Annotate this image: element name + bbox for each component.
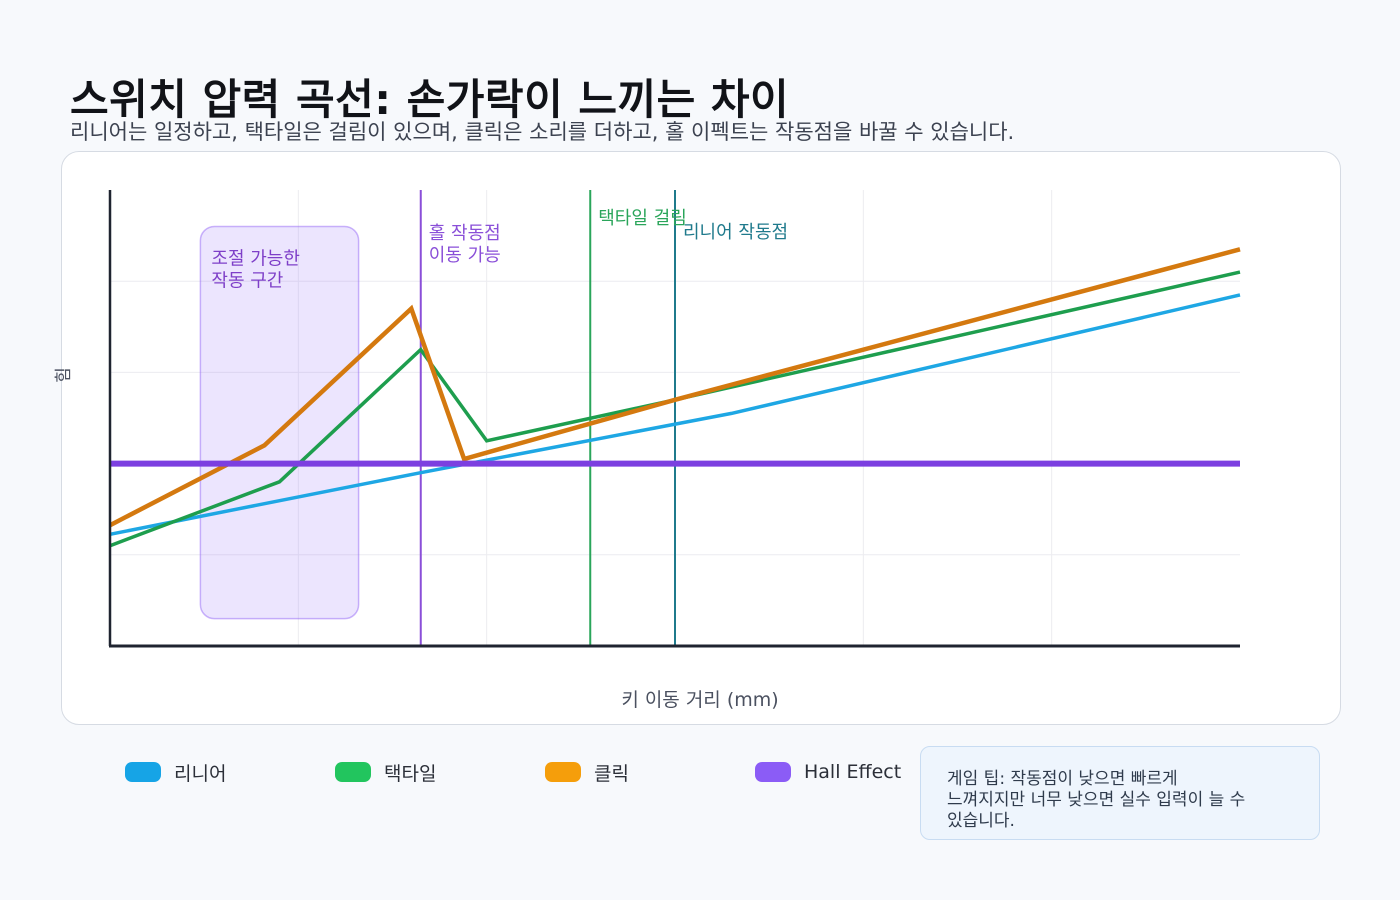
- legend-item-tactile: 택타일: [335, 758, 436, 786]
- adjustable-zone: [199, 225, 360, 620]
- reference-line-label: 리니어 작동점: [683, 222, 788, 243]
- legend-item-clicky: 클릭: [545, 758, 629, 786]
- x-axis-label: 키 이동 거리 (mm): [621, 689, 778, 711]
- legend-swatch-clicky: [545, 762, 581, 782]
- legend-swatch-tactile: [335, 762, 371, 782]
- y-axis-label: 힘: [54, 367, 74, 383]
- series-line: [108, 247, 1241, 528]
- tip-line-1: 게임 팁: 작동점이 낮으면 빠르게: [947, 769, 1178, 789]
- series-line: [109, 270, 1241, 548]
- adjustable-zone-label: 조절 가능한: [211, 248, 300, 269]
- page-title: 스위치 압력 곡선: 손가락이 느끼는 차이: [70, 75, 790, 124]
- legend-label-hall-effect: Hall Effect: [804, 761, 902, 783]
- legend-item-hall-effect: Hall Effect: [755, 758, 901, 786]
- gaming-tip-box: 게임 팁: 작동점이 낮으면 빠르게 느껴지지만 너무 낮으면 실수 입력이 늘…: [920, 746, 1320, 840]
- tip-line-2: 느껴지지만 너무 낮으면 실수 입력이 늘 수: [947, 790, 1246, 810]
- adjustable-zone-rect: [199, 225, 360, 620]
- legend-label-clicky: 클릭: [594, 762, 629, 785]
- legend-item-linear: 리니어: [125, 758, 226, 786]
- axes: [108, 190, 1240, 648]
- legend-label-tactile: 택타일: [384, 762, 437, 785]
- reference-line-label: 택타일 걸림: [598, 208, 687, 229]
- legend-swatch-hall-effect: [755, 762, 791, 782]
- series-line: [109, 293, 1241, 537]
- page-subtitle: 리니어는 일정하고, 택타일은 걸림이 있으며, 클릭은 소리를 더하고, 홀 …: [70, 120, 1015, 144]
- reference-line-label: 홀 작동점: [429, 223, 501, 244]
- legend-label-linear: 리니어: [174, 762, 227, 785]
- tip-line-3: 있습니다.: [947, 811, 1015, 831]
- reference-line-label: 이동 가능: [429, 245, 501, 266]
- series-lines: [108, 247, 1241, 548]
- adjustable-zone-label: 작동 구간: [211, 270, 283, 291]
- legend-swatch-linear: [125, 762, 161, 782]
